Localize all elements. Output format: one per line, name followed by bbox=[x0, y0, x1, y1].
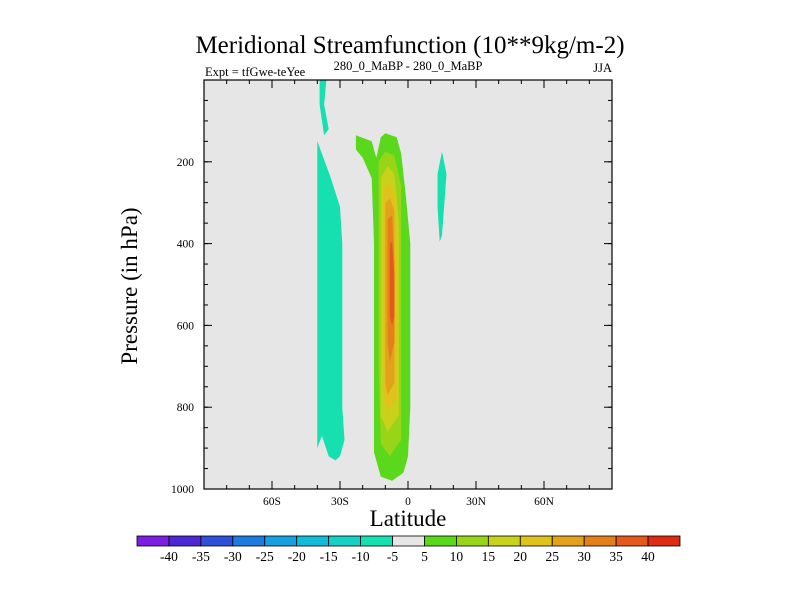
subtitle-right: JJA bbox=[593, 61, 612, 75]
colorbar-label: -15 bbox=[320, 549, 338, 564]
colorbar-swatch bbox=[200, 535, 234, 547]
x-tick-label: 30N bbox=[466, 496, 487, 508]
y-axis-label: Pressure (in hPa) bbox=[117, 207, 142, 364]
colorbar-swatch bbox=[232, 535, 266, 547]
colorbar-label: 40 bbox=[641, 549, 655, 564]
x-tick-label: 0 bbox=[405, 496, 411, 508]
y-tick-label: 1000 bbox=[171, 484, 194, 496]
x-tick-label: 30S bbox=[331, 496, 349, 508]
colorbar-swatch bbox=[487, 535, 521, 547]
contour-region-pos-35 bbox=[389, 241, 395, 326]
colorbar-swatch bbox=[551, 535, 585, 547]
colorbar-label: -40 bbox=[160, 549, 178, 564]
y-tick-label: 800 bbox=[177, 402, 195, 414]
contour-region-neg-5-upper-sh bbox=[319, 80, 329, 136]
colorbar-label: -35 bbox=[192, 549, 210, 564]
colorbar-label: 5 bbox=[421, 549, 428, 564]
chart-title: Meridional Streamfunction (10**9kg/m-2) bbox=[195, 32, 624, 59]
colorbar-label: 20 bbox=[514, 549, 528, 564]
colorbar-swatch bbox=[296, 535, 330, 547]
colorbar-swatch bbox=[360, 535, 393, 547]
colorbar-swatch bbox=[647, 535, 681, 547]
x-tick-label: 60S bbox=[263, 496, 281, 508]
colorbar-label: 10 bbox=[450, 549, 464, 564]
colorbar-swatch bbox=[519, 535, 553, 547]
colorbar-label: 35 bbox=[609, 549, 623, 564]
y-tick-label: 600 bbox=[177, 320, 195, 332]
colorbar-swatch bbox=[264, 535, 298, 547]
colorbar-swatch bbox=[615, 535, 649, 547]
x-tick-label: 60N bbox=[534, 496, 555, 508]
colorbar-label: -5 bbox=[387, 549, 398, 564]
colorbar-swatch bbox=[392, 535, 425, 547]
colorbar-label: 15 bbox=[482, 549, 496, 564]
colorbar-label: -20 bbox=[288, 549, 306, 564]
plot-layer bbox=[204, 80, 612, 489]
colorbar-swatch bbox=[424, 535, 457, 547]
colorbar-swatch bbox=[456, 535, 489, 547]
colorbar-label: -30 bbox=[224, 549, 242, 564]
colorbar-swatch bbox=[583, 535, 617, 547]
y-tick-label: 200 bbox=[177, 157, 195, 169]
colorbar: -40 -35 -30 -25 -20 -15 -10 -5 5 10 15 20 25 30 35 40 bbox=[136, 535, 681, 564]
contour-region-neg-5-nh bbox=[437, 151, 447, 242]
contour-region-neg-5-main-sh bbox=[317, 141, 345, 461]
subtitle-left: Expt = tfGwe-teYee bbox=[205, 65, 306, 79]
colorbar-swatch bbox=[168, 535, 202, 547]
colorbar-label: -10 bbox=[352, 549, 370, 564]
y-tick-label: 400 bbox=[177, 239, 195, 251]
subtitle-center: 280_0_MaBP - 280_0_MaBP bbox=[334, 59, 483, 73]
colorbar-label: -25 bbox=[256, 549, 274, 564]
colorbar-label: 30 bbox=[577, 549, 591, 564]
colorbar-swatch bbox=[328, 535, 361, 547]
axes-layer: 60S 30S 0 30N 60N 200 400 600 800 1000 bbox=[171, 79, 613, 508]
colorbar-label: 25 bbox=[545, 549, 559, 564]
colorbar-swatch bbox=[136, 535, 170, 547]
x-axis-label: Latitude bbox=[370, 506, 447, 531]
